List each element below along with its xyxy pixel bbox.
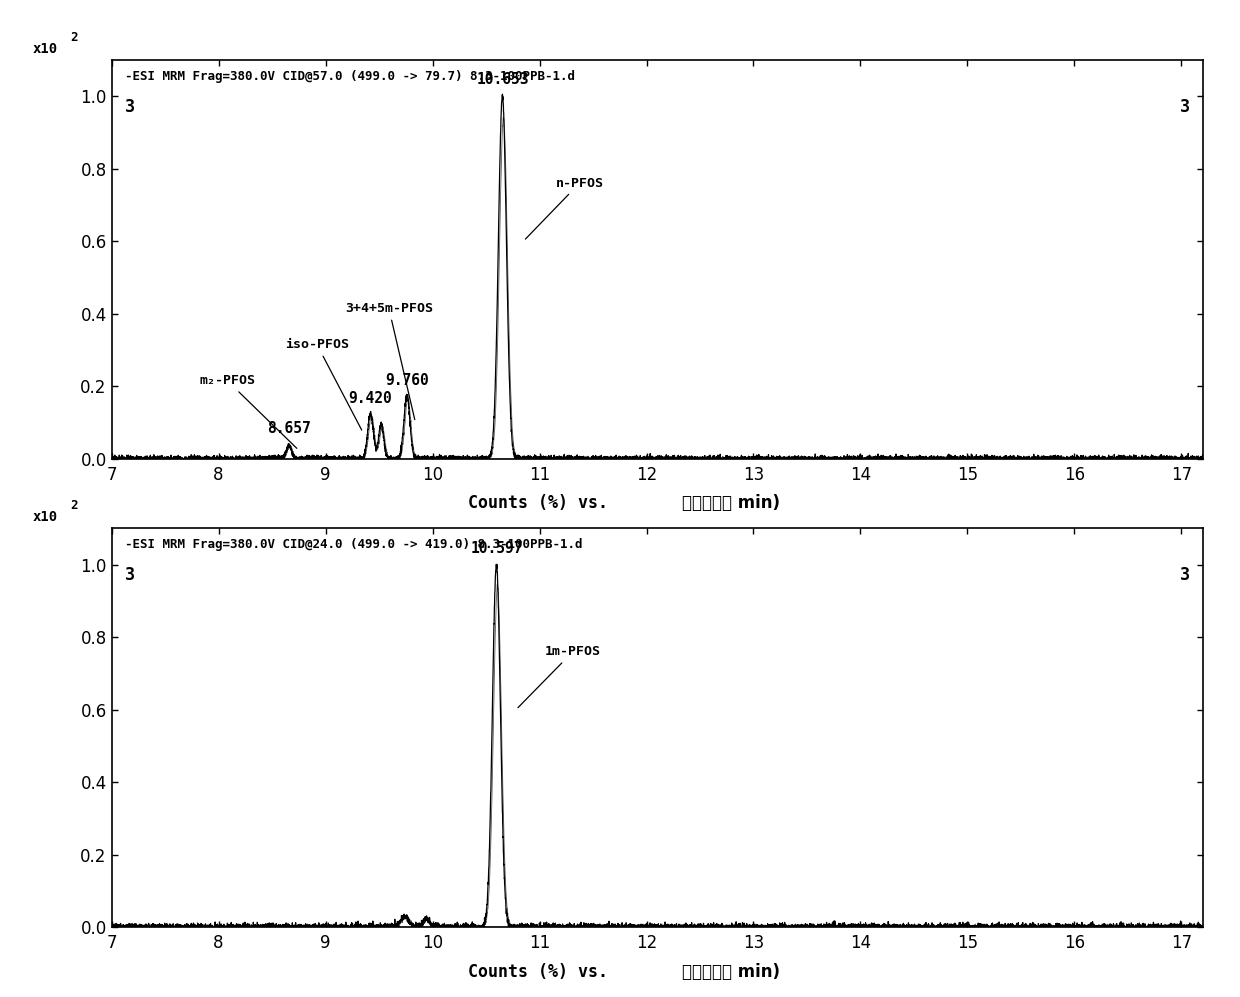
Text: x10: x10 [33,510,58,524]
Text: 3+4+5m-PFOS: 3+4+5m-PFOS [345,302,433,420]
Text: m₂-PFOS: m₂-PFOS [200,374,296,449]
Text: 9.760: 9.760 [384,373,429,388]
Text: 3: 3 [125,566,135,584]
Text: x10: x10 [33,42,58,56]
Text: 3: 3 [1179,98,1189,116]
Text: 采集时间（ min): 采集时间（ min) [682,963,780,981]
Text: 采集时间（ min): 采集时间（ min) [682,495,780,512]
Text: 3: 3 [1179,566,1189,584]
Text: 9.420: 9.420 [348,391,392,406]
Text: 8.657: 8.657 [267,421,311,436]
Text: 10.653: 10.653 [476,72,528,87]
Text: -ESI MRM Frag=380.0V CID@24.0 (499.0 -> 419.0) 8.3-100PPB-1.d: -ESI MRM Frag=380.0V CID@24.0 (499.0 -> … [125,538,583,551]
Text: 2: 2 [71,499,78,512]
Text: Counts (%) vs.: Counts (%) vs. [467,963,608,981]
Text: -ESI MRM Frag=380.0V CID@57.0 (499.0 -> 79.7) 8.3-100PPB-1.d: -ESI MRM Frag=380.0V CID@57.0 (499.0 -> … [125,70,574,83]
Text: iso-PFOS: iso-PFOS [285,338,362,430]
Text: 3: 3 [125,98,135,116]
Text: 2: 2 [71,31,78,44]
Text: n-PFOS: n-PFOS [526,176,604,239]
Text: 10.597: 10.597 [470,540,522,555]
Text: Counts (%) vs.: Counts (%) vs. [467,495,608,512]
Text: 1m-PFOS: 1m-PFOS [518,645,601,708]
